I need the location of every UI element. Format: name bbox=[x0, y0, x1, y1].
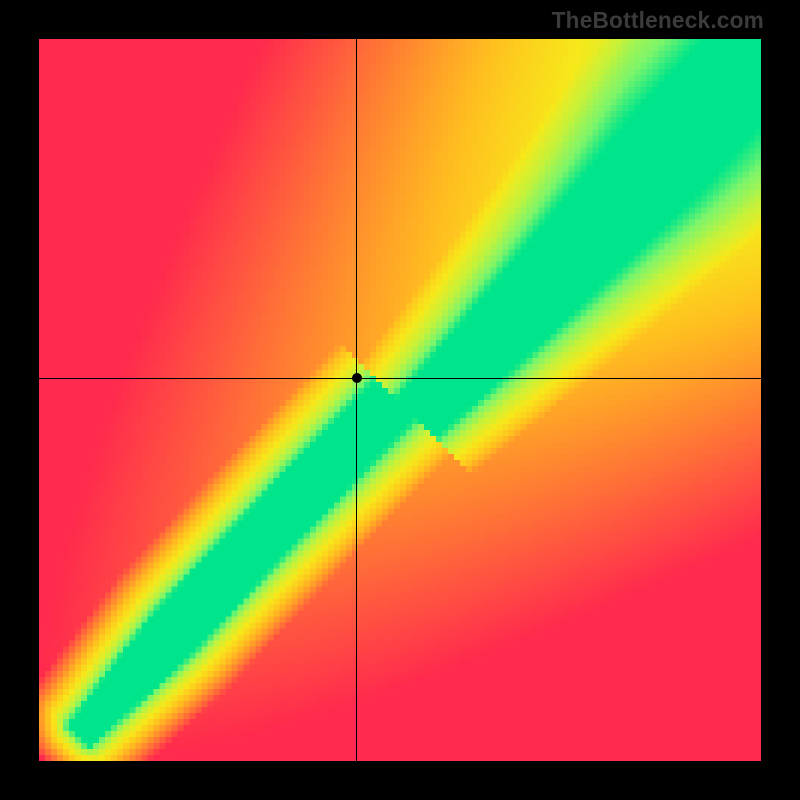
crosshair-vertical-line bbox=[356, 39, 357, 761]
crosshair-horizontal-line bbox=[39, 378, 761, 379]
site-watermark: TheBottleneck.com bbox=[552, 7, 764, 34]
crosshair-marker-dot bbox=[352, 373, 362, 383]
bottleneck-heatmap bbox=[39, 39, 761, 761]
